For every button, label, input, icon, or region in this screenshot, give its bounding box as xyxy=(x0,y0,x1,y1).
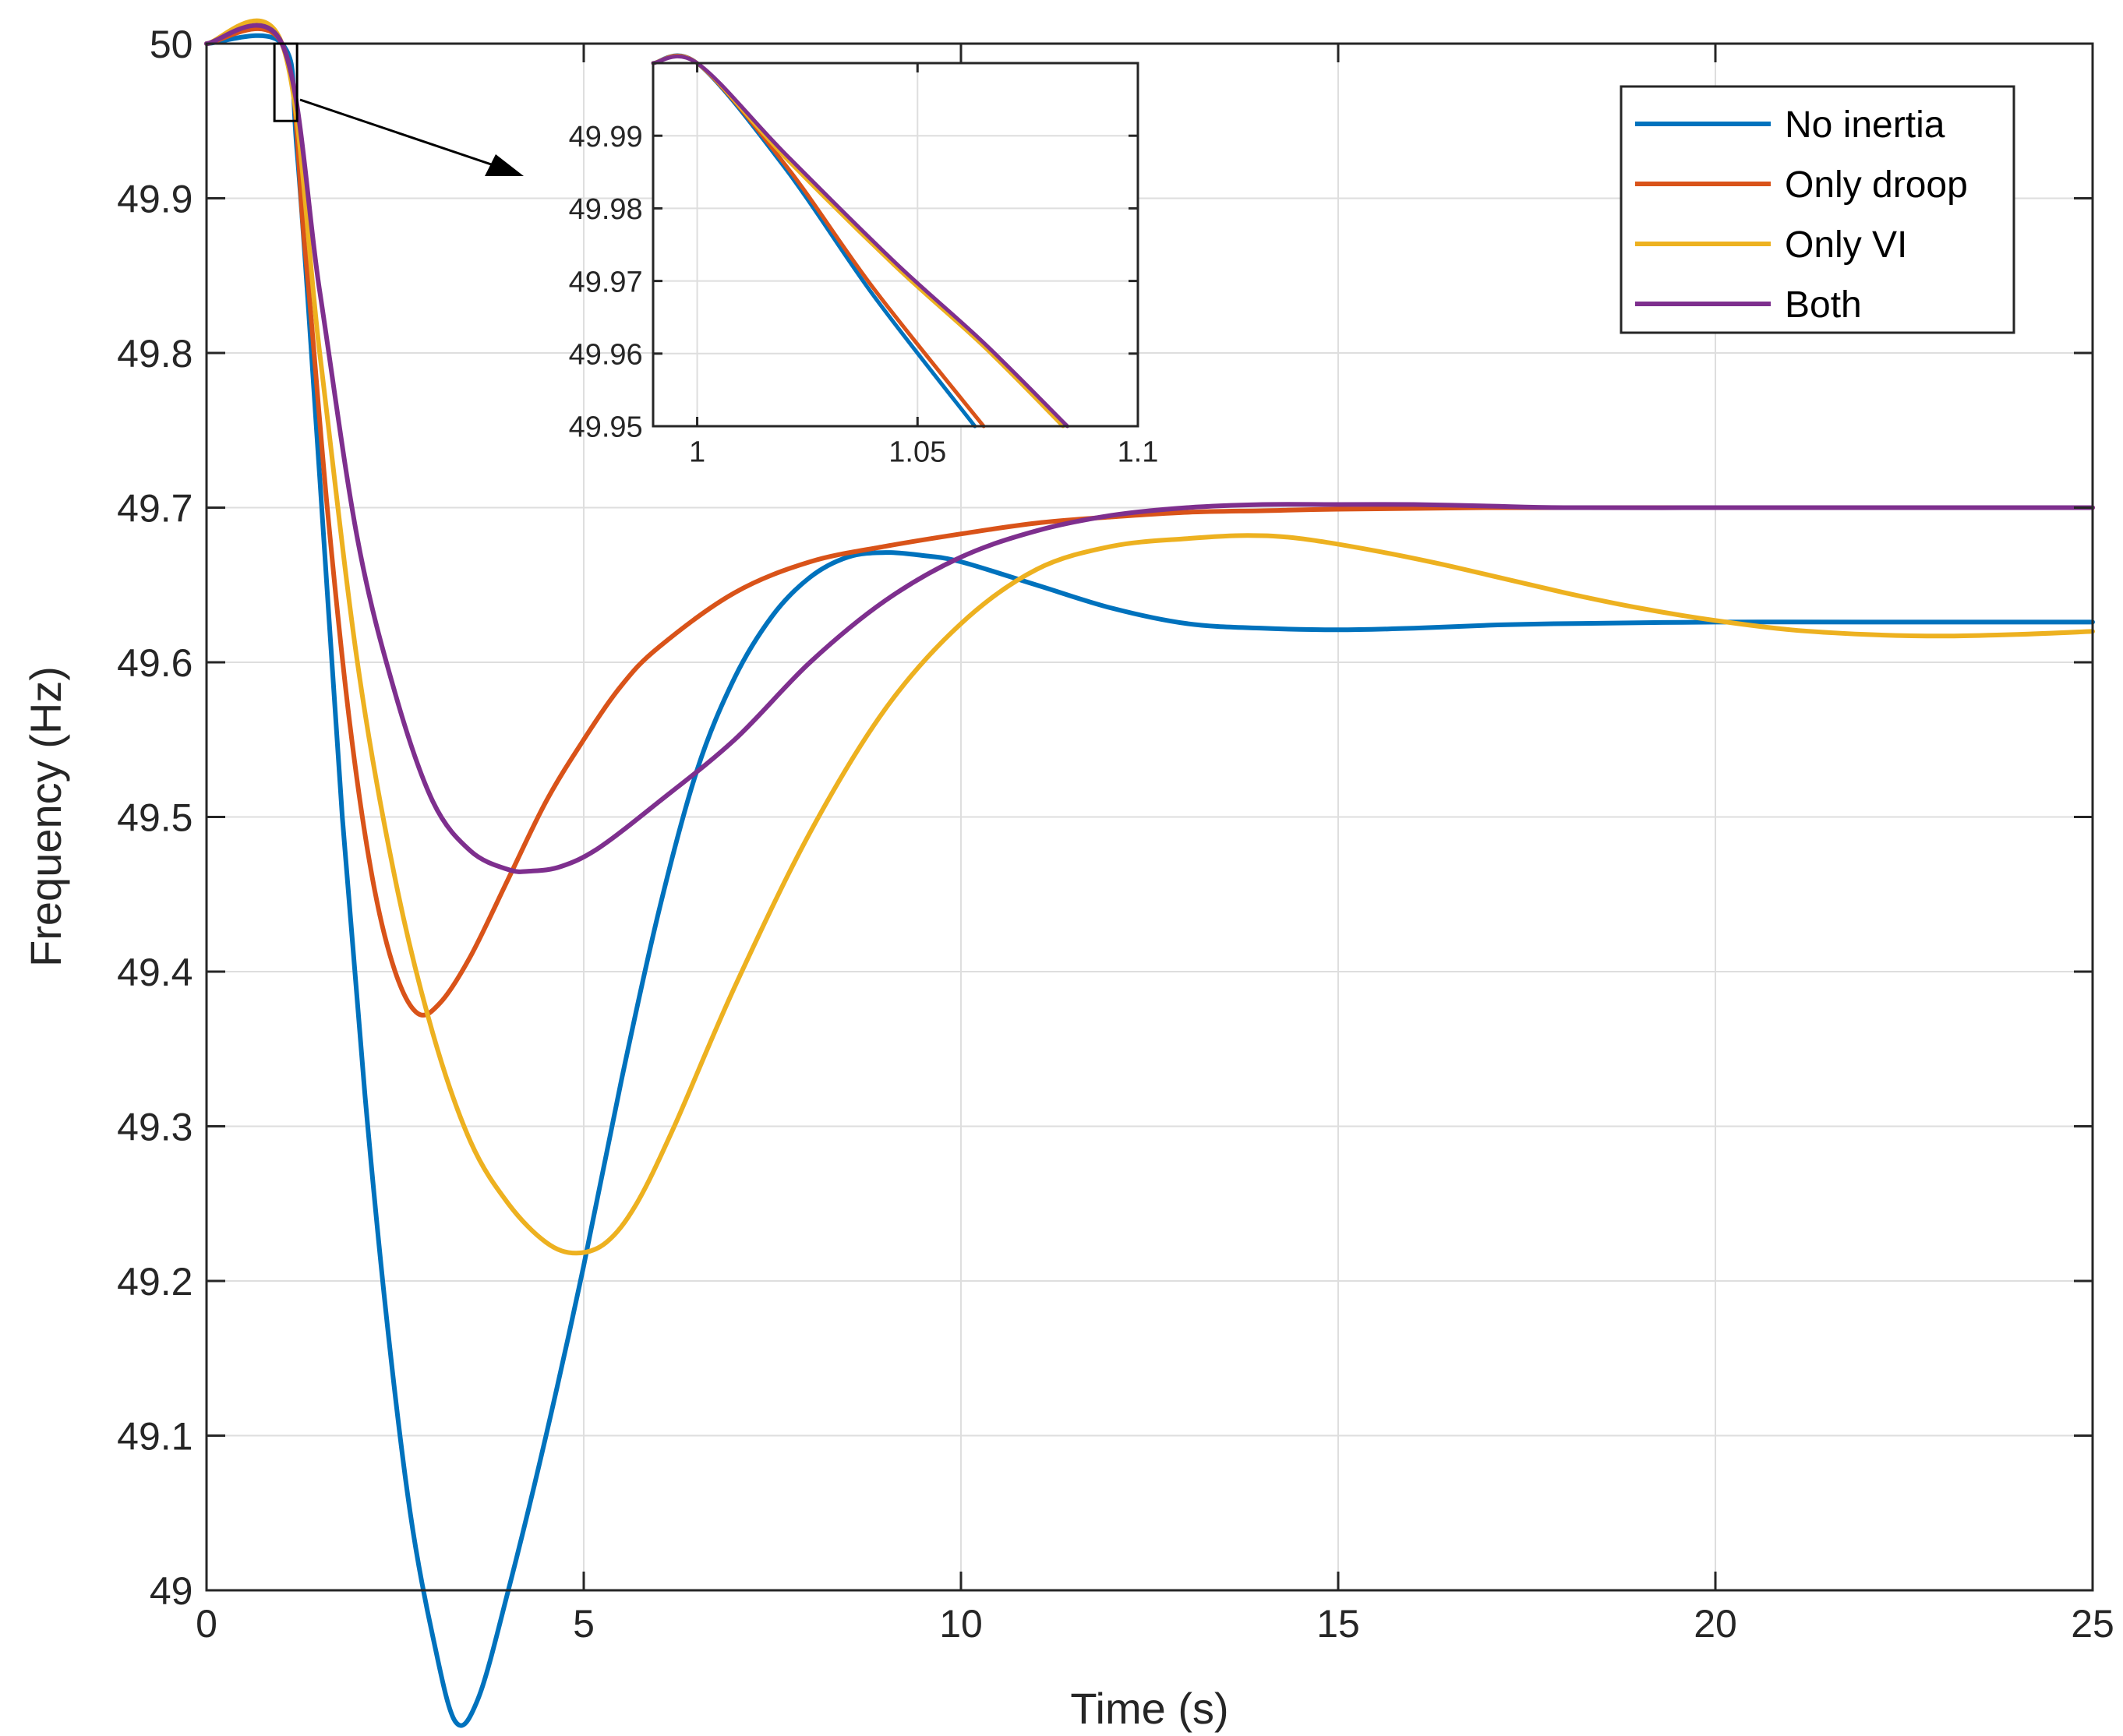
main-y-tick-label: 49.4 xyxy=(117,951,193,994)
main-x-tick-label: 10 xyxy=(939,1602,983,1646)
inset-x-tick-labels: 1 1.05 1.1 xyxy=(689,436,1158,469)
main-y-tick-label: 49.7 xyxy=(117,487,193,531)
main-y-tick-label: 49.3 xyxy=(117,1106,193,1149)
inset-x-tick-label: 1 xyxy=(689,436,705,469)
main-x-tick-labels: 0 5 10 15 20 25 xyxy=(196,1602,2114,1646)
main-series-line-only-vi xyxy=(204,18,2095,1256)
main-y-tick-labels: 49 49.1 49.2 49.3 49.4 49.5 49.6 49.7 49.8 49.9 50 xyxy=(117,23,193,1613)
inset-y-tick-label: 49.96 xyxy=(569,338,643,371)
main-x-tick-label: 5 xyxy=(573,1602,595,1646)
inset-y-tick-label: 49.97 xyxy=(569,266,643,298)
main-series-group xyxy=(204,18,2095,1728)
main-y-tick-label: 49 xyxy=(150,1569,193,1613)
main-y-tick-label: 49.1 xyxy=(117,1415,193,1459)
legend: No inertia Only droop Only VI Both xyxy=(1620,85,2015,334)
zoom-arrow-line xyxy=(299,98,503,170)
main-ticks xyxy=(205,42,2094,1592)
main-y-tick-label: 49.2 xyxy=(117,1260,193,1304)
main-y-tick-label: 49.8 xyxy=(117,332,193,376)
main-series-line-only-droop xyxy=(204,26,2095,1018)
zoom-arrow xyxy=(299,98,524,176)
main-y-tick-label: 49.9 xyxy=(117,178,193,221)
inset-axes-box xyxy=(652,62,1139,428)
zoom-arrow-head xyxy=(485,154,524,176)
inset-background xyxy=(653,63,1138,426)
legend-label-both: Both xyxy=(1785,284,1862,326)
inset-ticks xyxy=(653,63,1139,428)
legend-box xyxy=(1620,85,2015,334)
main-series-line-both xyxy=(204,23,2095,874)
main-series-line-no-inertia xyxy=(204,33,2095,1728)
legend-label-only-droop: Only droop xyxy=(1785,164,1968,206)
zoom-region-box xyxy=(273,42,298,122)
legend-label-no-inertia: No inertia xyxy=(1785,104,1945,146)
legend-label-only-vi: Only VI xyxy=(1785,224,1907,266)
main-y-tick-label: 50 xyxy=(150,23,193,66)
inset-y-tick-label: 49.99 xyxy=(569,121,643,153)
main-y-tick-label: 49.5 xyxy=(117,796,193,840)
inset-y-tick-labels: 49.95 49.96 49.97 49.98 49.99 xyxy=(569,121,643,444)
legend-items: No inertia Only droop Only VI Both xyxy=(1635,104,1968,326)
main-x-tick-label: 20 xyxy=(1694,1602,1737,1646)
inset-x-tick-label: 1.1 xyxy=(1118,436,1159,469)
main-y-tick-label: 49.6 xyxy=(117,641,193,685)
main-x-tick-label: 25 xyxy=(2071,1602,2114,1646)
inset-y-tick-label: 49.98 xyxy=(569,193,643,226)
main-x-tick-label: 0 xyxy=(196,1602,217,1646)
inset-y-tick-label: 49.95 xyxy=(569,411,643,444)
inset-x-tick-label: 1.05 xyxy=(888,436,946,469)
main-x-tick-label: 15 xyxy=(1316,1602,1360,1646)
x-axis-label: Time (s) xyxy=(1070,1684,1228,1733)
y-axis-label: Frequency (Hz) xyxy=(21,666,70,967)
